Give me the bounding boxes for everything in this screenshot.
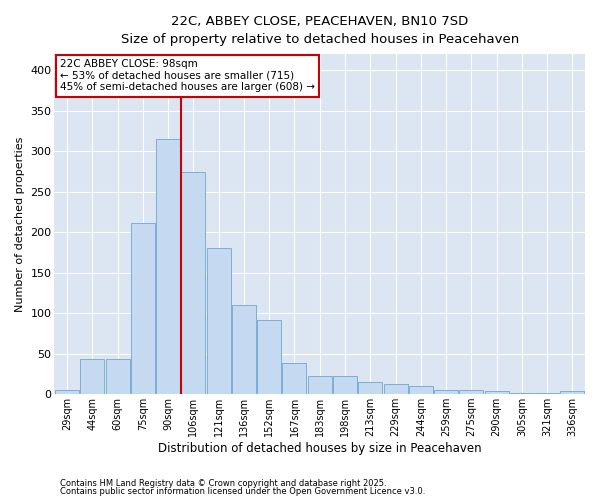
Bar: [80, 358, 104, 394]
Bar: [308, 376, 332, 394]
Bar: [510, 392, 534, 394]
Bar: [358, 382, 382, 394]
Y-axis label: Number of detached properties: Number of detached properties: [15, 136, 25, 312]
Bar: [409, 386, 433, 394]
Text: 22C ABBEY CLOSE: 98sqm
← 53% of detached houses are smaller (715)
45% of semi-de: 22C ABBEY CLOSE: 98sqm ← 53% of detached…: [60, 59, 315, 92]
Bar: [257, 320, 281, 394]
Bar: [383, 384, 407, 394]
Bar: [232, 305, 256, 394]
Bar: [181, 172, 205, 394]
Bar: [460, 390, 484, 394]
Bar: [106, 358, 130, 394]
Title: 22C, ABBEY CLOSE, PEACEHAVEN, BN10 7SD
Size of property relative to detached hou: 22C, ABBEY CLOSE, PEACEHAVEN, BN10 7SD S…: [121, 15, 519, 46]
Bar: [535, 392, 559, 394]
Bar: [131, 222, 155, 394]
Bar: [206, 248, 230, 394]
Bar: [434, 390, 458, 394]
Text: Contains HM Land Registry data © Crown copyright and database right 2025.: Contains HM Land Registry data © Crown c…: [60, 478, 386, 488]
Bar: [485, 391, 509, 394]
Bar: [156, 139, 180, 394]
Bar: [333, 376, 357, 394]
Text: Contains public sector information licensed under the Open Government Licence v3: Contains public sector information licen…: [60, 487, 425, 496]
Bar: [55, 390, 79, 394]
X-axis label: Distribution of detached houses by size in Peacehaven: Distribution of detached houses by size …: [158, 442, 482, 455]
Bar: [283, 364, 307, 394]
Bar: [560, 391, 584, 394]
